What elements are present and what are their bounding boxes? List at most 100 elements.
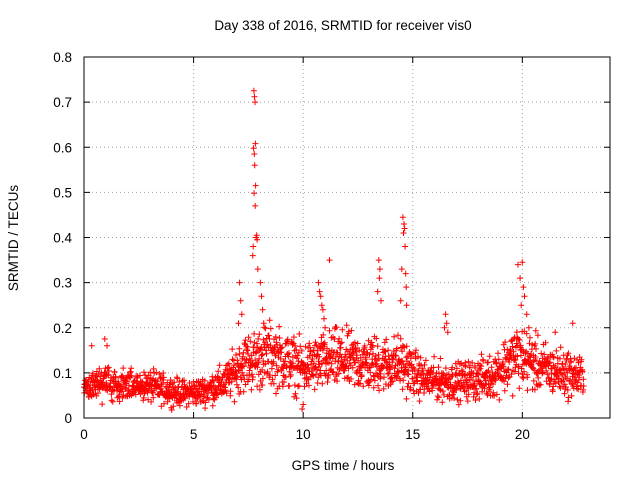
data-point [515,364,522,370]
data-point [351,381,358,388]
data-point [259,351,266,358]
data-point [568,392,575,399]
data-point [255,335,262,342]
data-point [270,380,277,387]
data-point [552,380,559,387]
data-point [215,368,222,375]
data-point [491,392,498,399]
data-point [392,352,399,359]
data-point [373,335,380,342]
data-point [578,356,585,363]
data-point [257,279,264,286]
data-point [580,383,587,389]
data-point [355,381,362,387]
data-point [254,236,261,243]
data-point [326,348,333,354]
data-point [245,334,252,341]
data-point [580,376,587,383]
data-point [268,365,275,372]
data-point [429,382,436,389]
data-point [174,375,181,382]
data-point [251,151,258,157]
data-point [395,332,401,339]
data-point [391,333,398,340]
data-point [216,362,223,369]
data-point [315,358,322,365]
data-point [356,347,363,354]
data-point [233,381,240,388]
data-point [250,374,256,380]
data-point [561,390,568,397]
data-point [368,376,375,383]
data-point [539,370,546,377]
data-point [98,369,105,376]
data-point [128,365,135,372]
data-point [524,387,531,394]
data-point [205,396,212,403]
data-point [518,352,524,359]
data-point [354,340,361,347]
data-point [407,384,414,391]
data-point [337,344,344,351]
data-point [372,352,379,359]
data-point [250,145,257,152]
data-point [252,357,259,364]
data-point [421,361,428,368]
data-point [552,329,559,336]
data-point [193,400,200,407]
data-point [367,364,373,371]
data-point [546,360,553,367]
data-point [286,368,293,375]
data-point [249,252,256,259]
data-point [345,365,352,372]
data-point [480,357,487,364]
data-point [382,348,389,355]
data-point [186,380,193,386]
data-point [124,378,130,385]
data-point [251,162,258,169]
data-point [170,403,177,410]
data-point [244,343,251,350]
data-point [248,352,255,359]
data-point [319,347,326,354]
data-point [541,351,548,358]
data-point [239,369,246,376]
data-point [395,368,402,375]
data-point [119,394,126,401]
data-point [415,353,421,360]
data-point [458,367,465,374]
data-point [201,377,208,384]
data-point [150,394,157,401]
data-point [114,387,121,394]
data-point [404,370,411,377]
data-point [375,355,382,362]
data-point [241,363,247,370]
data-point [464,398,471,405]
data-point [422,357,429,364]
data-point [387,364,394,371]
data-point [326,257,333,264]
data-point [537,381,544,388]
data-point [254,383,261,390]
data-point [530,358,536,365]
data-point [431,353,438,360]
y-axis-label: SRMTID / TECUs [6,185,21,292]
data-point [222,366,229,373]
data-point [233,376,240,383]
data-point [156,371,163,377]
data-point [381,339,388,346]
data-point [397,335,404,342]
data-point [329,368,336,375]
data-point [320,340,327,347]
data-point [317,367,324,374]
data-point [272,334,279,340]
data-point [556,355,563,362]
data-point [532,340,539,347]
data-point [325,371,332,378]
data-point [403,284,410,291]
data-point [248,371,255,378]
data-point [504,381,511,388]
data-point [376,275,383,282]
data-point [526,340,533,347]
